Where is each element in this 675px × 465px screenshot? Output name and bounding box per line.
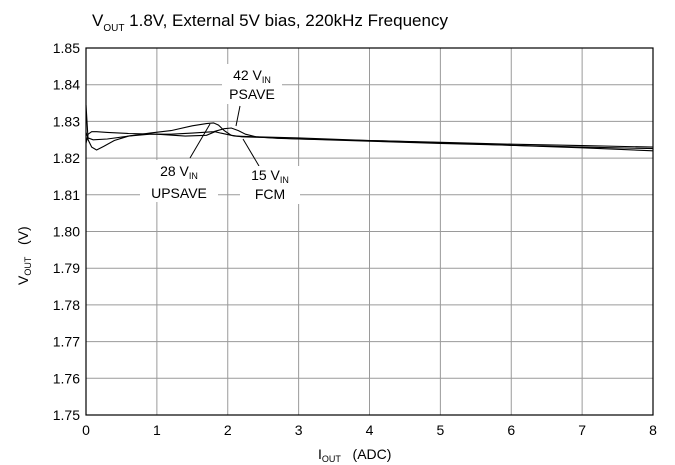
y-tick-label: 1.82 bbox=[53, 150, 80, 166]
chart-title-main: V bbox=[92, 11, 104, 30]
annotation-15vin-sub: IN bbox=[280, 175, 289, 185]
x-tick-label: 1 bbox=[153, 422, 161, 438]
y-tick-label: 1.83 bbox=[53, 113, 80, 129]
annotation-42vin-line2: PSAVE bbox=[229, 86, 275, 102]
annotation-28vin-sub: IN bbox=[189, 171, 198, 181]
y-tick-label: 1.84 bbox=[53, 77, 80, 93]
x-tick-label: 4 bbox=[366, 422, 374, 438]
chart-title-sub: OUT bbox=[103, 23, 124, 34]
annotation-28vin-line2: UPSAVE bbox=[151, 185, 207, 201]
annotation-28vin: 28 VIN UPSAVE bbox=[140, 160, 218, 202]
annotation-28vin-main: 28 V bbox=[160, 163, 189, 179]
x-tick-label: 5 bbox=[436, 422, 444, 438]
leader-28vin bbox=[189, 123, 211, 159]
annotation-42vin-main: 42 V bbox=[233, 67, 262, 83]
annotation-42vin: 42 VIN PSAVE bbox=[222, 64, 282, 104]
series-line-3 bbox=[85, 127, 654, 150]
chart-title-rest: 1.8V, External 5V bias, 220kHz Frequency bbox=[124, 11, 448, 30]
leader-42vin bbox=[235, 105, 241, 127]
x-tick-label: 0 bbox=[82, 422, 90, 438]
annotation-15vin-bg bbox=[240, 166, 300, 204]
x-axis-label-main: I bbox=[318, 446, 322, 462]
annotation-28vin-bg bbox=[140, 160, 218, 202]
y-tick-label: 1.80 bbox=[53, 224, 80, 240]
plot-frame bbox=[85, 47, 654, 416]
x-axis-label-sub: OUT bbox=[322, 454, 342, 464]
tick-labels: 0 1 2 3 4 5 6 7 8 1.75 1.76 1.77 1.78 1.79 1.80 1.81 1.8… bbox=[53, 40, 657, 438]
y-tick-label: 1.85 bbox=[53, 40, 80, 56]
annotation-leaders bbox=[189, 105, 260, 167]
series-line-2 bbox=[85, 104, 654, 151]
leader-15vin bbox=[242, 138, 260, 167]
annotation-15vin-main: 15 V bbox=[251, 167, 280, 183]
x-tick-label: 3 bbox=[295, 422, 303, 438]
x-tick-label: 8 bbox=[649, 422, 657, 438]
annotation-42vin-sub: IN bbox=[262, 75, 271, 85]
x-axis-label-rest: (ADC) bbox=[341, 446, 392, 462]
annotation-28vin-line1: 28 VIN bbox=[160, 163, 198, 181]
y-tick-label: 1.76 bbox=[53, 370, 80, 386]
y-axis-label: VOUT (V) bbox=[15, 226, 33, 285]
y-axis-label-main: V bbox=[15, 275, 31, 285]
x-axis-label: IOUT (ADC) bbox=[318, 446, 391, 464]
x-tick-label: 6 bbox=[507, 422, 515, 438]
y-tick-label: 1.77 bbox=[53, 334, 80, 350]
annotation-15vin-line2: FCM bbox=[255, 186, 285, 202]
x-tick-label: 7 bbox=[578, 422, 586, 438]
y-tick-label: 1.75 bbox=[53, 407, 80, 423]
y-tick-label: 1.81 bbox=[53, 187, 80, 203]
x-tick-label: 2 bbox=[224, 422, 232, 438]
annotation-15vin: 15 VIN FCM bbox=[240, 166, 300, 204]
chart-title: VOUT 1.8V, External 5V bias, 220kHz Freq… bbox=[92, 11, 448, 34]
y-tick-label: 1.79 bbox=[53, 260, 80, 276]
grid bbox=[86, 48, 653, 415]
annotation-42vin-bg bbox=[222, 64, 282, 104]
annotation-42vin-line1: 42 VIN bbox=[233, 67, 271, 85]
y-tick-label: 1.78 bbox=[53, 297, 80, 313]
y-axis-label-rest: (V) bbox=[15, 226, 31, 256]
annotation-15vin-line1: 15 VIN bbox=[251, 167, 289, 185]
series-group bbox=[85, 104, 654, 152]
y-axis-label-sub: OUT bbox=[23, 256, 33, 276]
